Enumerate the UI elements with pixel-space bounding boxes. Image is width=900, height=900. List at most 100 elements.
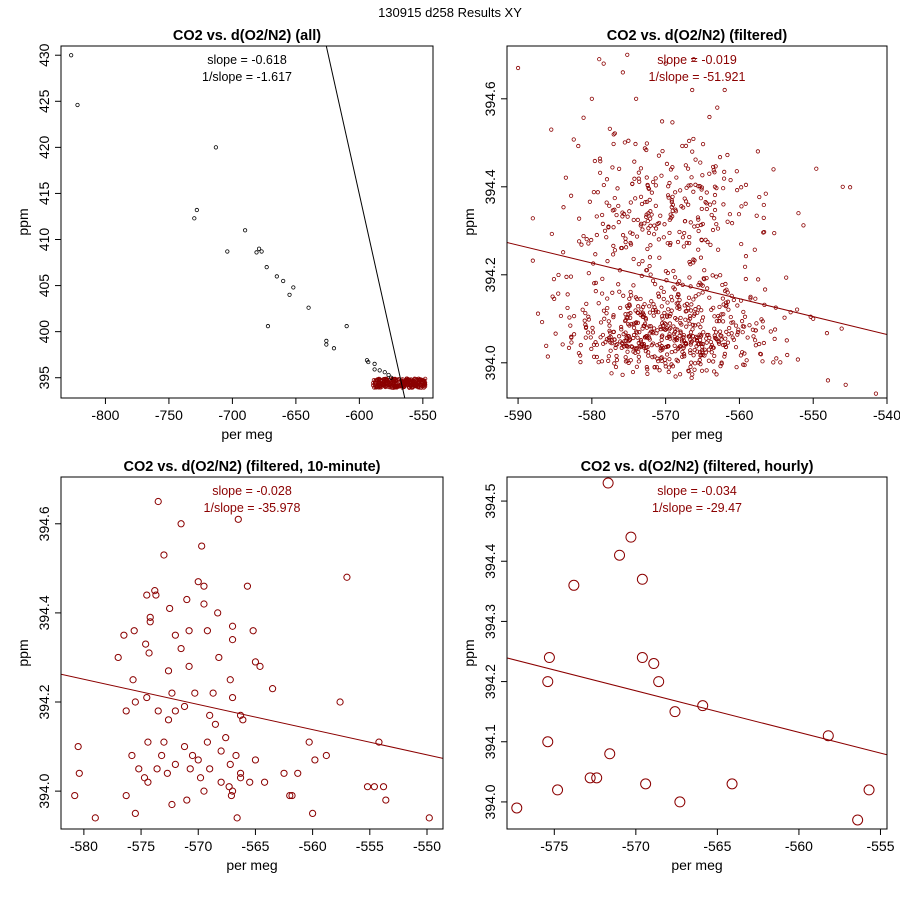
data-point	[693, 307, 698, 312]
data-point	[288, 791, 296, 800]
data-point	[651, 341, 656, 346]
data-point	[650, 278, 656, 283]
data-point	[703, 200, 708, 205]
data-point	[669, 349, 674, 355]
data-point	[228, 636, 237, 644]
data-point	[706, 358, 711, 363]
y-tick-label: 425	[36, 89, 52, 113]
data-point	[511, 802, 523, 814]
data-point	[131, 809, 139, 818]
data-point	[650, 355, 655, 360]
data-point	[589, 237, 594, 243]
y-axis-label: ppm	[461, 208, 477, 235]
data-point	[594, 232, 599, 238]
data-point	[268, 685, 277, 693]
data-point	[722, 342, 727, 347]
data-point	[638, 166, 644, 171]
data-point	[672, 275, 678, 280]
y-tick-label: 394.6	[482, 81, 498, 116]
data-point	[239, 716, 247, 724]
data-point	[663, 61, 668, 66]
data-point	[684, 324, 689, 329]
data-point	[620, 233, 626, 238]
data-point	[632, 159, 637, 164]
data-point	[614, 357, 620, 363]
data-point	[611, 315, 616, 320]
data-point	[625, 315, 630, 321]
data-point	[700, 221, 705, 227]
data-point	[683, 143, 689, 148]
data-point	[692, 311, 697, 316]
data-point	[687, 138, 692, 143]
data-point	[752, 247, 757, 252]
data-point	[146, 618, 154, 626]
data-point	[215, 653, 223, 662]
x-axis-label: per meg	[671, 857, 722, 873]
figure-title: 130915 d258 Results XY	[378, 5, 522, 20]
data-point	[725, 219, 730, 224]
data-point	[696, 322, 701, 327]
data-point	[709, 212, 714, 218]
data-point	[672, 343, 677, 348]
data-point	[200, 582, 208, 590]
data-point	[584, 301, 589, 306]
data-point	[723, 336, 728, 341]
data-point	[667, 357, 672, 362]
data-point	[171, 760, 179, 768]
x-tick-label: -540	[873, 407, 900, 423]
data-point	[659, 314, 665, 319]
data-point	[718, 333, 723, 338]
data-point	[637, 179, 642, 184]
data-point	[611, 252, 616, 257]
data-point	[611, 225, 616, 230]
data-point	[143, 591, 151, 599]
data-point	[591, 772, 603, 784]
data-point	[151, 587, 159, 595]
data-point	[589, 346, 594, 352]
data-point	[689, 339, 695, 344]
chart-title: CO2 vs. d(O2/N2) (filtered, 10-minute)	[123, 459, 380, 475]
data-point	[604, 177, 610, 182]
data-point	[287, 292, 292, 297]
y-tick-label: 394.2	[482, 257, 498, 292]
data-point	[722, 354, 727, 359]
y-tick-label: 410	[36, 228, 52, 252]
data-point	[688, 348, 693, 353]
data-point	[690, 372, 695, 377]
x-tick-label: -550	[409, 407, 437, 423]
data-point	[687, 316, 693, 321]
data-point	[602, 228, 608, 233]
data-point	[604, 748, 616, 760]
data-point	[682, 354, 687, 359]
data-point	[378, 385, 384, 390]
data-point	[598, 159, 603, 164]
x-tick-label: -580	[578, 407, 606, 423]
data-point	[683, 309, 688, 314]
data-point	[422, 384, 428, 389]
data-point	[259, 249, 264, 254]
data-point	[122, 707, 130, 715]
data-point	[696, 360, 701, 365]
data-point	[814, 166, 819, 171]
x-tick-label: -550	[799, 407, 827, 423]
data-point	[674, 175, 679, 180]
data-point	[130, 627, 138, 635]
data-point	[715, 226, 721, 231]
data-point	[582, 318, 587, 323]
data-point	[542, 676, 554, 688]
data-point	[661, 296, 666, 302]
data-point	[671, 324, 676, 329]
data-point	[716, 319, 722, 324]
data-point	[601, 308, 607, 313]
data-point	[568, 579, 580, 591]
data-point	[690, 322, 696, 328]
data-point	[795, 357, 800, 362]
data-point	[721, 312, 726, 317]
data-point	[389, 375, 394, 380]
data-point	[742, 314, 748, 319]
data-point	[679, 339, 685, 344]
data-point	[203, 627, 211, 635]
data-point	[120, 631, 128, 639]
data-point	[576, 143, 581, 149]
data-point	[748, 294, 753, 299]
